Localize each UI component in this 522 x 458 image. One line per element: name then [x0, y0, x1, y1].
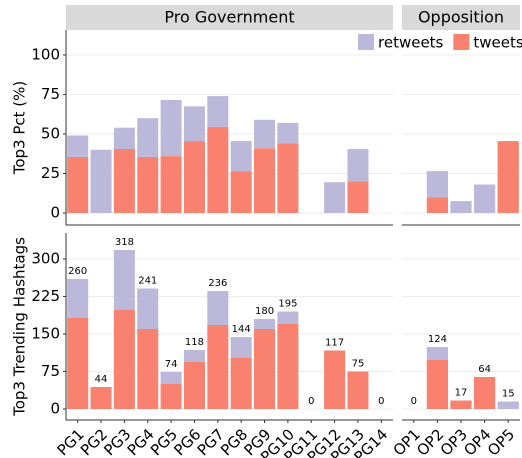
- y-tick-label: 0: [50, 400, 60, 418]
- bar: [160, 372, 182, 384]
- bar-label: 124: [428, 334, 447, 345]
- bar: [277, 311, 299, 324]
- bar: [277, 324, 299, 409]
- bar: [347, 371, 369, 409]
- bar-label: 44: [95, 374, 108, 385]
- facet-strip: [66, 5, 393, 30]
- bar-label: 118: [185, 337, 204, 348]
- legend-swatch: [358, 34, 374, 50]
- bar: [207, 325, 229, 409]
- bar: [254, 329, 276, 409]
- bar: [324, 182, 346, 213]
- bar-label: 0: [411, 396, 417, 407]
- bar: [207, 291, 229, 325]
- bar: [497, 141, 519, 213]
- bar-label: 117: [325, 338, 344, 349]
- bar: [113, 127, 135, 149]
- bar: [160, 156, 182, 213]
- bar-label: 260: [68, 266, 87, 277]
- bar-label: 17: [455, 388, 468, 399]
- bar: [426, 360, 449, 409]
- bar: [137, 329, 159, 409]
- bar: [160, 100, 182, 157]
- facet-title: Pro Government: [164, 8, 294, 27]
- bar: [426, 347, 449, 360]
- bar: [207, 126, 229, 213]
- bar: [67, 279, 89, 318]
- bar: [230, 337, 252, 358]
- bar: [450, 201, 472, 213]
- facet-title: Opposition: [418, 8, 504, 27]
- bar: [497, 401, 519, 409]
- y-tick-label: 50: [41, 124, 60, 142]
- bar-label: 241: [138, 276, 157, 287]
- bar: [113, 250, 135, 310]
- y-tick-label: 25: [41, 164, 60, 182]
- bar: [67, 318, 89, 409]
- bar: [426, 197, 449, 213]
- bar: [90, 387, 112, 409]
- bar-label: 64: [478, 364, 491, 375]
- y-tick-label: 100: [31, 45, 60, 63]
- legend-label: tweets: [473, 34, 522, 52]
- bar: [67, 135, 89, 157]
- bar-label: 75: [352, 359, 365, 370]
- bar: [473, 377, 496, 409]
- bar: [450, 400, 472, 409]
- bar: [137, 156, 159, 213]
- facet-strip: [402, 5, 520, 30]
- bar: [277, 143, 299, 213]
- bar: [160, 384, 182, 409]
- bar-label: 144: [232, 324, 251, 335]
- bar-label: 180: [255, 306, 274, 317]
- bar-label: 0: [378, 396, 384, 407]
- bar: [473, 184, 496, 213]
- bar: [324, 350, 346, 409]
- bar: [277, 122, 299, 144]
- bar: [67, 156, 89, 213]
- bar: [183, 141, 205, 213]
- bar: [230, 171, 252, 213]
- y-tick-label: 225: [31, 287, 60, 305]
- bar: [230, 141, 252, 172]
- y-tick-label: 300: [31, 250, 60, 268]
- bar: [183, 350, 205, 362]
- bar: [113, 148, 135, 213]
- bar: [254, 319, 276, 329]
- bar: [207, 96, 229, 127]
- bar: [183, 362, 205, 409]
- y-axis-label: Top3 Trending Hashtags: [11, 237, 29, 417]
- x-tick-label: OP5: [484, 425, 518, 458]
- y-tick-label: 75: [41, 362, 60, 380]
- bar-label: 318: [115, 237, 134, 248]
- y-tick-label: 150: [31, 325, 60, 343]
- bar: [113, 310, 135, 409]
- bar-label: 195: [278, 299, 297, 310]
- bar: [90, 149, 112, 213]
- bar: [137, 118, 159, 157]
- bar: [137, 288, 159, 329]
- bar-label: 15: [502, 389, 515, 400]
- legend-label: retweets: [378, 34, 444, 52]
- bar: [254, 119, 276, 149]
- bar: [230, 358, 252, 409]
- y-tick-label: 0: [50, 203, 60, 221]
- bar: [183, 106, 205, 142]
- legend-swatch: [453, 34, 470, 50]
- y-axis-label: Top3 Pct (%): [11, 81, 29, 176]
- bar: [254, 148, 276, 213]
- bar-label: 236: [208, 278, 227, 289]
- bar-label: 74: [165, 359, 178, 370]
- bar: [347, 181, 369, 213]
- bar: [426, 171, 449, 198]
- bar: [347, 148, 369, 182]
- y-tick-label: 75: [41, 85, 60, 103]
- bar-label: 0: [308, 396, 314, 407]
